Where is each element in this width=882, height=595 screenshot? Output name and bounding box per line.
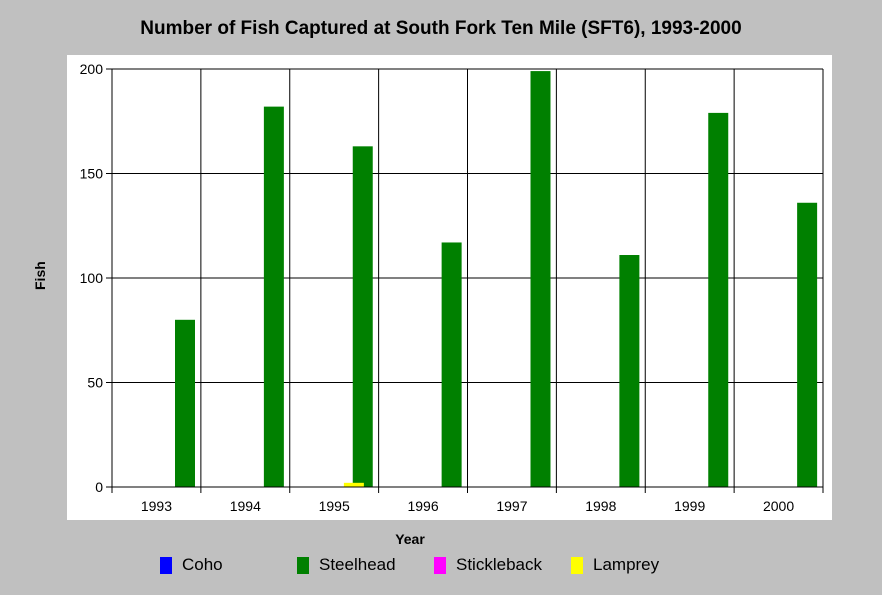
bar-steelhead-1996 (441, 242, 462, 487)
bar-steelhead-1995 (352, 146, 373, 487)
bar-steelhead-1998 (619, 255, 640, 487)
x-axis-label: Year (395, 531, 425, 547)
legend-swatch (571, 556, 583, 574)
legend-label: Steelhead (319, 555, 396, 574)
legend-swatch (160, 556, 172, 574)
x-tick-label: 1995 (319, 498, 350, 514)
bar-steelhead-2000 (797, 202, 818, 487)
x-tick-label: 1997 (496, 498, 527, 514)
y-tick-label: 50 (87, 375, 103, 391)
x-tick-label: 1998 (585, 498, 616, 514)
y-tick-label: 200 (80, 61, 104, 77)
bar-steelhead-1999 (708, 112, 729, 487)
x-tick-label: 1999 (674, 498, 705, 514)
chart-svg: 0 50 100 150 200 1993 1994 1995 1996 1997 1998 1999… (80, 61, 824, 514)
bar-steelhead-1994 (263, 106, 284, 488)
chart-title: Number of Fish Captured at South Fork Te… (140, 18, 742, 39)
x-tick-label: 1994 (230, 498, 261, 514)
bar-steelhead-1997 (530, 71, 551, 487)
axis-layer: 0 50 100 150 200 1993 1994 1995 1996 1997 1998 1999… (80, 61, 824, 514)
legend-item-steelhead: Steelhead (297, 553, 396, 577)
y-tick-label: 100 (80, 270, 104, 286)
y-tick-label: 150 (80, 166, 104, 182)
legend-label: Lamprey (593, 555, 660, 574)
bar-lamprey-1994 (343, 482, 364, 487)
legend-item-coho: Coho (160, 553, 223, 577)
grid-layer (112, 68, 824, 487)
legend-label: Stickleback (456, 555, 542, 574)
legend-label: Coho (182, 555, 223, 574)
x-tick-label: 1993 (141, 498, 172, 514)
y-axis-label: Fish (32, 261, 48, 290)
legend-item-stickleback: Stickleback (434, 553, 542, 577)
bar-steelhead-1993 (175, 319, 195, 487)
legend-swatch (434, 556, 446, 574)
y-tick-label: 0 (95, 479, 103, 495)
x-tick-label: 1996 (407, 498, 438, 514)
legend: Coho Steelhead Stickleback Lamprey (0, 553, 882, 577)
legend-swatch (297, 556, 309, 574)
x-tick-label: 2000 (763, 498, 794, 514)
legend-item-lamprey: Lamprey (571, 553, 659, 577)
bar-layer (175, 71, 818, 488)
